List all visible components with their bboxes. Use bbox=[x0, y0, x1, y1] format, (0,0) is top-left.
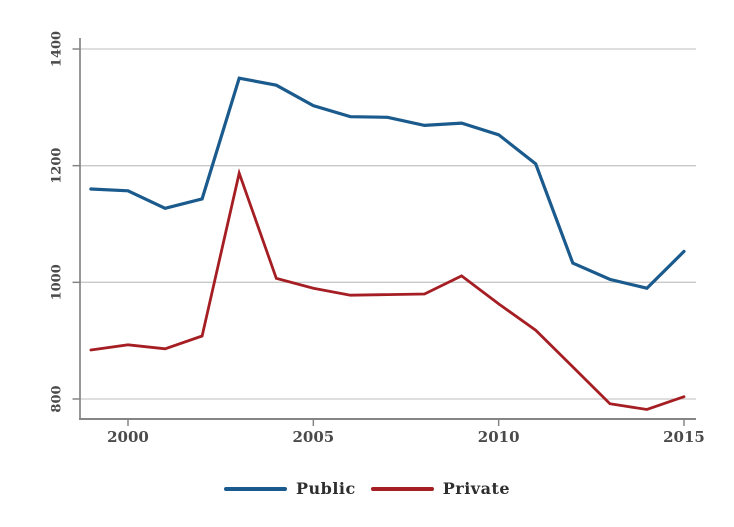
legend-swatch-public bbox=[223, 486, 287, 491]
x-tick-label-2005: 2005 bbox=[292, 428, 334, 446]
x-tick-label-2015: 2015 bbox=[663, 428, 705, 446]
x-tick-label-2000: 2000 bbox=[107, 428, 149, 446]
series-line-private bbox=[89, 168, 686, 411]
legend-item-public: Public bbox=[223, 479, 356, 498]
legend-label-public: Public bbox=[295, 479, 356, 498]
y-tick-label-1000: 1000 bbox=[50, 264, 65, 300]
chart-legend: Public Private bbox=[0, 479, 734, 498]
y-tick-label-1400: 1400 bbox=[50, 31, 65, 67]
y-tick-label-1200: 1200 bbox=[50, 148, 65, 184]
x-tick-label-2010: 2010 bbox=[478, 428, 520, 446]
y-tick-label-800: 800 bbox=[50, 385, 65, 412]
series-line-public bbox=[89, 76, 686, 290]
legend-swatch-private bbox=[370, 486, 434, 491]
legend-item-private: Private bbox=[370, 479, 511, 498]
legend-label-private: Private bbox=[442, 479, 511, 498]
